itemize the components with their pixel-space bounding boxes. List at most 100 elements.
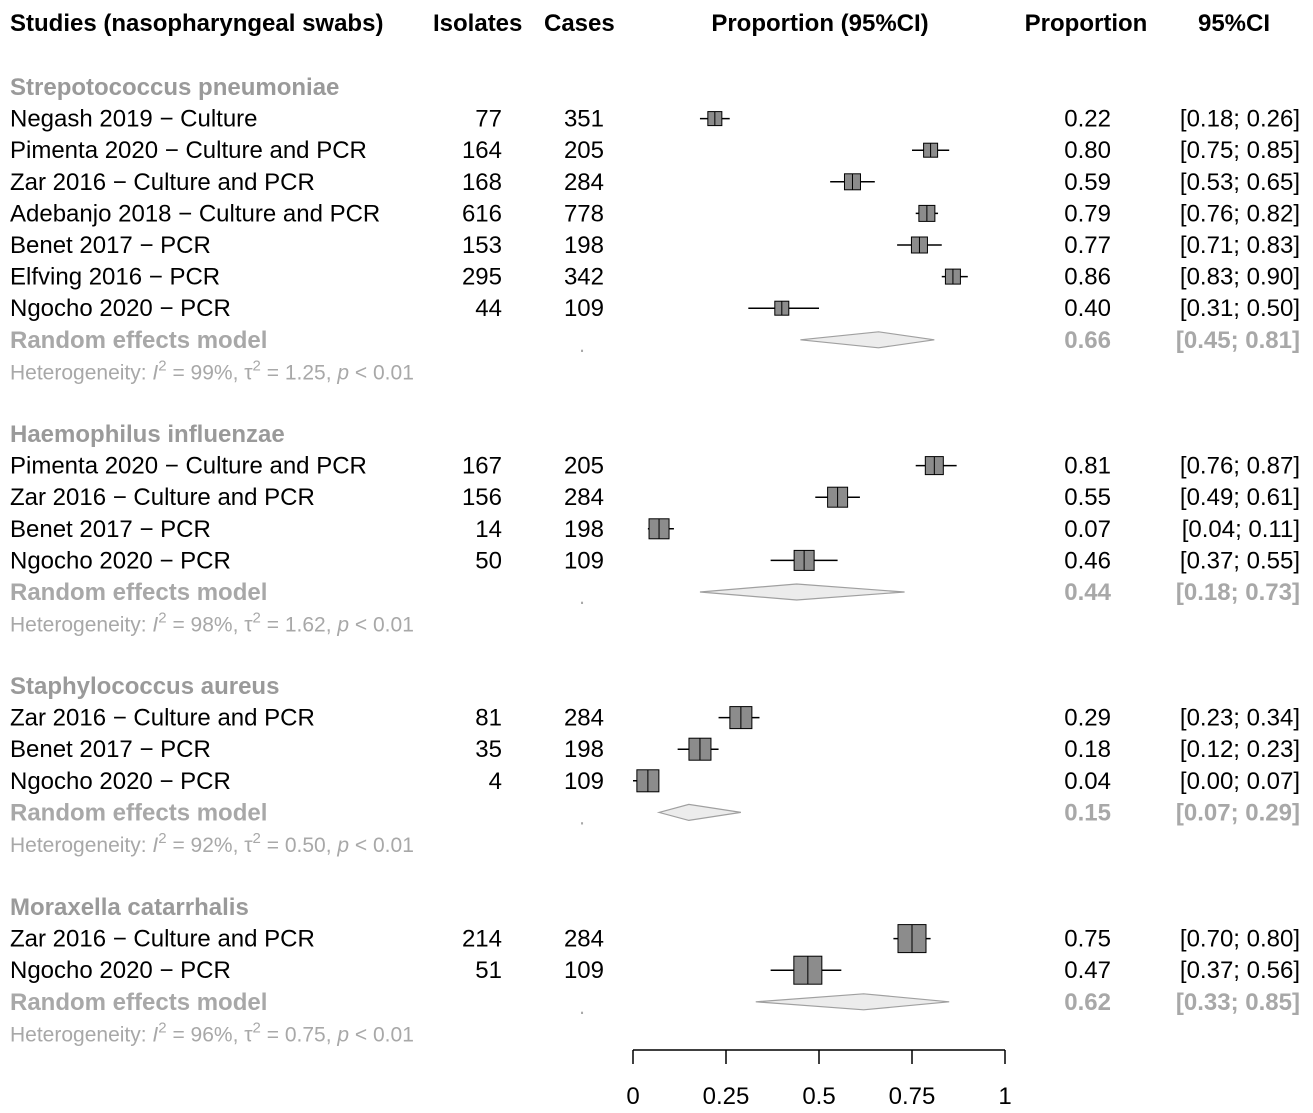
proportion-value: 0.80: [1064, 137, 1111, 164]
model-cases-value: .: [579, 334, 585, 357]
proportion-value: 0.07: [1064, 516, 1111, 543]
heterogeneity-part: 2: [158, 830, 166, 847]
heterogeneity-part: 2: [253, 610, 261, 627]
header-ci: 95%CI: [1198, 10, 1270, 37]
heterogeneity-part: 2: [158, 610, 166, 627]
isolates-value: 156: [462, 484, 502, 511]
ci-value: [0.76; 0.87]: [1180, 453, 1300, 480]
heterogeneity-part: p: [336, 361, 349, 384]
pooled-diamond: [800, 331, 935, 349]
ci-value: [0.12; 0.23]: [1180, 736, 1300, 763]
table-row: Zar 2016 − Culture and PCR 214 284 0.75 [0.7…: [10, 924, 1300, 954]
heterogeneity-text: Heterogeneity: I2 = 92%, τ2 = 0.50, p < …: [10, 830, 414, 857]
isolates-value: 4: [489, 768, 502, 795]
isolates-value: 295: [462, 264, 502, 291]
model-proportion-value: 0.15: [1064, 799, 1111, 826]
cases-value: 284: [564, 705, 604, 732]
study-label: Adebanjo 2018 − Culture and PCR: [10, 200, 380, 227]
pooled-diamond: [656, 803, 741, 822]
study-label: Pimenta 2020 − Culture and PCR: [10, 453, 367, 480]
x-tick-label: 0.25: [703, 1083, 750, 1110]
heterogeneity-part: I: [152, 1023, 158, 1046]
ci-value: [0.37; 0.56]: [1180, 957, 1300, 984]
isolates-value: 214: [462, 926, 502, 953]
header-cases: Cases: [544, 10, 615, 37]
heterogeneity-text: Heterogeneity: I2 = 98%, τ2 = 1.62, p < …: [10, 610, 414, 637]
cases-value: 109: [564, 768, 604, 795]
header-proportion: Proportion: [1025, 10, 1148, 37]
isolates-value: 81: [475, 705, 502, 732]
model-cases-value: .: [579, 586, 585, 609]
heterogeneity-part: p: [336, 1023, 349, 1046]
heterogeneity-part: = 92%,: [167, 834, 245, 857]
isolates-value: 616: [462, 200, 502, 227]
table-row: Benet 2017 − PCR 35 198 0.18 [0.12; 0.23]: [10, 736, 1300, 763]
study-label: Ngocho 2020 − PCR: [10, 957, 231, 984]
ci-value: [0.71; 0.83]: [1180, 232, 1300, 259]
x-tick-label: 1: [998, 1083, 1011, 1110]
cases-value: 198: [564, 516, 604, 543]
ci-value: [0.00; 0.07]: [1180, 768, 1300, 795]
table-row: Adebanjo 2018 − Culture and PCR 616 778 0.7…: [10, 200, 1300, 227]
isolates-value: 35: [475, 736, 502, 763]
pooled-diamond: [755, 993, 950, 1011]
model-row: Random effects model. 0.44 [0.18; 0.73]: [10, 579, 1300, 609]
cases-value: 205: [564, 453, 604, 480]
heterogeneity-part: = 1.62,: [261, 614, 337, 637]
study-label: Ngocho 2020 − PCR: [10, 295, 231, 322]
isolates-value: 44: [475, 295, 502, 322]
cases-value: 284: [564, 926, 604, 953]
proportion-value: 0.86: [1064, 264, 1111, 291]
isolates-value: 77: [475, 106, 502, 133]
heterogeneity-part: Heterogeneity:: [10, 361, 152, 384]
table-row: Zar 2016 − Culture and PCR 156 284 0.55 [0.4…: [10, 484, 1300, 511]
ci-value: [0.75; 0.85]: [1180, 137, 1300, 164]
isolates-value: 164: [462, 137, 502, 164]
heterogeneity-part: Heterogeneity:: [10, 614, 152, 637]
heterogeneity-part: < 0.01: [349, 361, 414, 384]
ci-value: [0.31; 0.50]: [1180, 295, 1300, 322]
cases-value: 342: [564, 264, 604, 291]
model-proportion-value: 0.44: [1064, 579, 1111, 606]
cases-value: 198: [564, 736, 604, 763]
study-label: Benet 2017 − PCR: [10, 516, 211, 543]
table-row: Zar 2016 − Culture and PCR 168 284 0.59 [0.5…: [10, 169, 1300, 196]
table-row: Ngocho 2020 − PCR 50 109 0.46 [0.37; 0.55]: [10, 547, 1300, 574]
table-row: Pimenta 2020 − Culture and PCR 164 205 0.80…: [10, 137, 1300, 164]
proportion-value: 0.46: [1064, 547, 1111, 574]
ci-value: [0.04; 0.11]: [1182, 516, 1300, 543]
heterogeneity-part: = 98%,: [167, 614, 245, 637]
model-row: Random effects model. 0.15 [0.07; 0.29]: [10, 799, 1300, 829]
proportion-value: 0.55: [1064, 484, 1111, 511]
heterogeneity-part: 2: [253, 357, 261, 374]
table-row: Zar 2016 − Culture and PCR 81 284 0.29 [0.23…: [10, 705, 1300, 732]
heterogeneity-part: 2: [158, 1019, 166, 1036]
heterogeneity-part: < 0.01: [349, 834, 414, 857]
study-label: Elfving 2016 − PCR: [10, 264, 220, 291]
group-title: Haemophilus influenzae: [10, 421, 285, 448]
heterogeneity-part: 2: [253, 830, 261, 847]
x-tick-label: 0.5: [802, 1083, 835, 1110]
table-row: Ngocho 2020 − PCR 44 109 0.40 [0.31; 0.50]: [10, 295, 1300, 322]
ci-value: [0.23; 0.34]: [1180, 705, 1300, 732]
heterogeneity-part: = 96%,: [167, 1023, 245, 1046]
isolates-value: 51: [475, 957, 502, 984]
proportion-value: 0.29: [1064, 705, 1111, 732]
ci-value: [0.49; 0.61]: [1180, 484, 1300, 511]
header-plot: Proportion (95%CI): [711, 10, 928, 37]
isolates-value: 153: [462, 232, 502, 259]
study-label: Negash 2019 − Culture: [10, 106, 258, 133]
column-headers: Studies (nasopharyngeal swabs) Isolates …: [10, 10, 1270, 37]
heterogeneity-part: = 0.75,: [261, 1023, 337, 1046]
ci-value: [0.53; 0.65]: [1180, 169, 1300, 196]
heterogeneity-part: = 1.25,: [261, 361, 337, 384]
proportion-value: 0.04: [1064, 768, 1111, 795]
ci-value: [0.70; 0.80]: [1180, 926, 1300, 953]
heterogeneity-part: τ: [244, 1023, 253, 1046]
heterogeneity-part: I: [152, 834, 158, 857]
heterogeneity-part: p: [336, 834, 349, 857]
proportion-value: 0.22: [1064, 106, 1111, 133]
study-label: Zar 2016 − Culture and PCR: [10, 169, 315, 196]
isolates-value: 14: [475, 516, 502, 543]
